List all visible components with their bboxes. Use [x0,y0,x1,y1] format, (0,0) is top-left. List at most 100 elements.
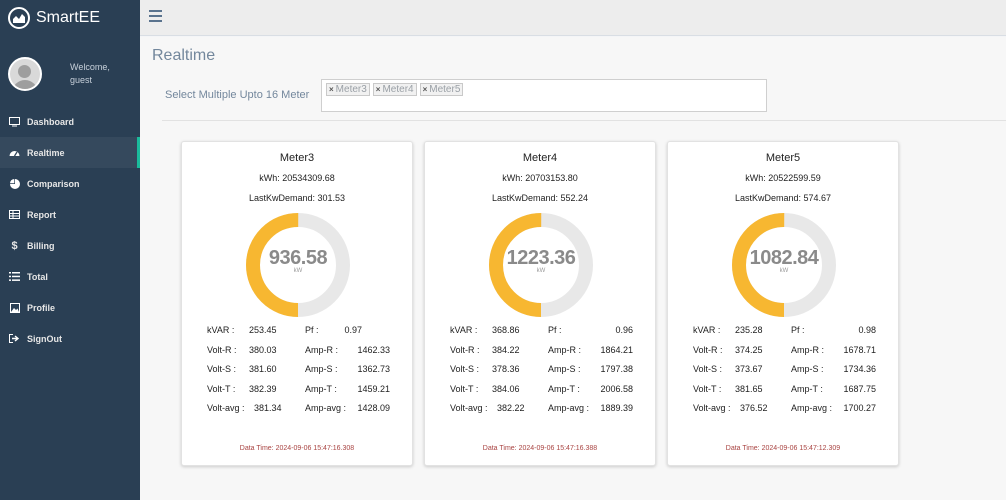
sidebar-item-label: Report [27,209,56,220]
stat-value: 382.22 [497,403,525,413]
stat-label: Amp-T : [305,383,337,394]
stat-label: Volt-S : [450,364,480,374]
stat-value: 1678.71 [843,344,876,355]
stat-label: Amp-avg : [548,403,590,413]
selected-tag[interactable]: × Meter5 [419,83,464,96]
stats-row: Volt-S : 381.60 Amp-S : 1362.73 [182,364,412,376]
sidebar-item-label: Total [27,271,48,282]
welcome-user: guest [70,75,93,85]
stat-value: 1428.09 [357,403,390,413]
stats-row: Volt-R : 374.25 Amp-R : 1678.71 [668,345,898,357]
gauge-value: 1082.84 [749,247,819,269]
stat-label: Amp-S : [791,364,824,374]
stats-row: Volt-S : 378.36 Amp-S : 1797.38 [425,364,655,376]
stat-value: 1687.75 [843,383,876,394]
stat-value: 235.28 [735,325,763,335]
sidebar-item-comparison[interactable]: Comparison [0,168,140,199]
stat-label: Amp-S : [305,364,338,374]
stat-label: Amp-S : [548,364,581,374]
meter-last-demand: LastKwDemand: 301.53 [248,193,346,203]
stat-label: Volt-R : [450,344,480,355]
data-timestamp: Data Time: 2024-09-06 15:47:12.309 [725,445,841,452]
stat-value: 374.25 [735,344,763,355]
stats-row: kVAR : 235.28 Pf : 0.98 [668,325,898,337]
stat-label: Amp-R : [791,344,825,355]
list-icon [9,272,20,281]
stat-value: 1362.73 [357,364,390,374]
gauge-unit: kW [779,268,789,274]
meter-multiselect[interactable]: × Meter3 × Meter4 × Meter5 [321,79,767,112]
remove-tag-icon[interactable]: × [329,85,334,94]
sidebar-item-profile[interactable]: Profile [0,292,140,323]
meter-card: Meter4 kWh: 20703153.80 LastKwDemand: 55… [424,141,656,466]
meter-name: Meter4 [522,152,558,164]
selected-tag-label: Meter3 [335,84,367,95]
stat-value: 1889.39 [600,403,633,413]
stat-value: 1864.21 [600,344,633,355]
stat-label: Volt-T : [207,383,236,394]
sidebar-item-report[interactable]: Report [0,199,140,230]
sign-out-icon [9,334,20,343]
remove-tag-icon[interactable]: × [375,85,381,94]
stat-value: 368.86 [492,325,520,335]
brand-name: SmartEE [36,9,101,26]
meter-kwh: kWh: 20522599.59 [745,173,821,183]
stats-row: Volt-T : 382.39 Amp-T : 1459.21 [182,384,412,396]
remove-tag-icon[interactable]: × [422,85,428,94]
stat-value: 0.98 [858,325,876,335]
stat-label: Volt-avg : [450,403,488,413]
stat-label: Amp-T : [548,383,580,394]
stat-value: 0.97 [344,325,362,335]
stats-row: Volt-T : 384.06 Amp-T : 2006.58 [425,384,655,396]
divider [162,120,1006,121]
stats-row: Volt-R : 380.03 Amp-R : 1462.33 [182,345,412,357]
top-nav [140,0,1006,36]
selected-tag-label: Meter4 [382,84,414,95]
stat-label: kVAR : [693,325,721,335]
stat-label: Amp-avg : [791,403,833,413]
menu-toggle-icon[interactable] [149,10,162,22]
brand[interactable]: SmartEE [0,0,140,36]
sidebar-item-label: Comparison [27,178,80,189]
stat-value: 384.22 [492,344,520,355]
sidebar-item-realtime[interactable]: Realtime [0,137,140,168]
stat-label: Pf : [305,325,319,335]
stats-row: Volt-avg : 376.52 Amp-avg : 1700.27 [668,403,898,415]
user-profile: Welcome, guest [0,44,140,104]
selected-tag-label: Meter5 [429,84,461,95]
selected-tag[interactable]: × Meter3 [326,83,370,96]
tachometer-icon [9,148,20,157]
welcome-label: Welcome, [70,62,110,72]
stat-label: Amp-avg : [305,403,347,413]
stat-label: Volt-avg : [693,403,731,413]
stat-value: 384.06 [492,383,520,394]
sidebar-item-billing[interactable]: $ Billing [0,230,140,261]
sidebar-item-label: SignOut [27,333,62,344]
selected-tag[interactable]: × Meter4 [372,83,417,96]
stat-value: 373.67 [735,364,763,374]
stats-row: Volt-S : 373.67 Amp-S : 1734.36 [668,364,898,376]
sidebar-item-label: Billing [27,240,55,251]
stat-label: kVAR : [207,325,235,335]
stat-value: 380.03 [249,344,277,355]
stat-value: 1700.27 [843,403,876,413]
stat-value: 1734.36 [843,364,876,374]
stat-label: Volt-T : [693,383,722,394]
stat-label: Amp-R : [548,344,582,355]
sidebar: SmartEE Welcome, guest Dashboard Realtim… [0,0,140,500]
meter-last-demand: LastKwDemand: 574.67 [734,193,832,203]
stat-value: 253.45 [249,325,277,335]
kw-gauge: 1223.36 kW [488,212,594,318]
meter-kwh: kWh: 20534309.68 [259,173,335,183]
sidebar-item-dashboard[interactable]: Dashboard [0,106,140,137]
monitor-icon [9,116,20,127]
gauge-unit: kW [536,268,546,274]
data-timestamp: Data Time: 2024-09-06 15:47:16.308 [239,445,355,452]
sidebar-item-label: Profile [27,302,56,313]
sidebar-item-signout[interactable]: SignOut [0,323,140,354]
sidebar-item-total[interactable]: Total [0,261,140,292]
kw-gauge: 936.58 kW [245,212,351,318]
stat-value: 1797.38 [600,364,633,374]
stat-value: 381.34 [254,403,282,413]
gauge-arc [489,213,593,317]
